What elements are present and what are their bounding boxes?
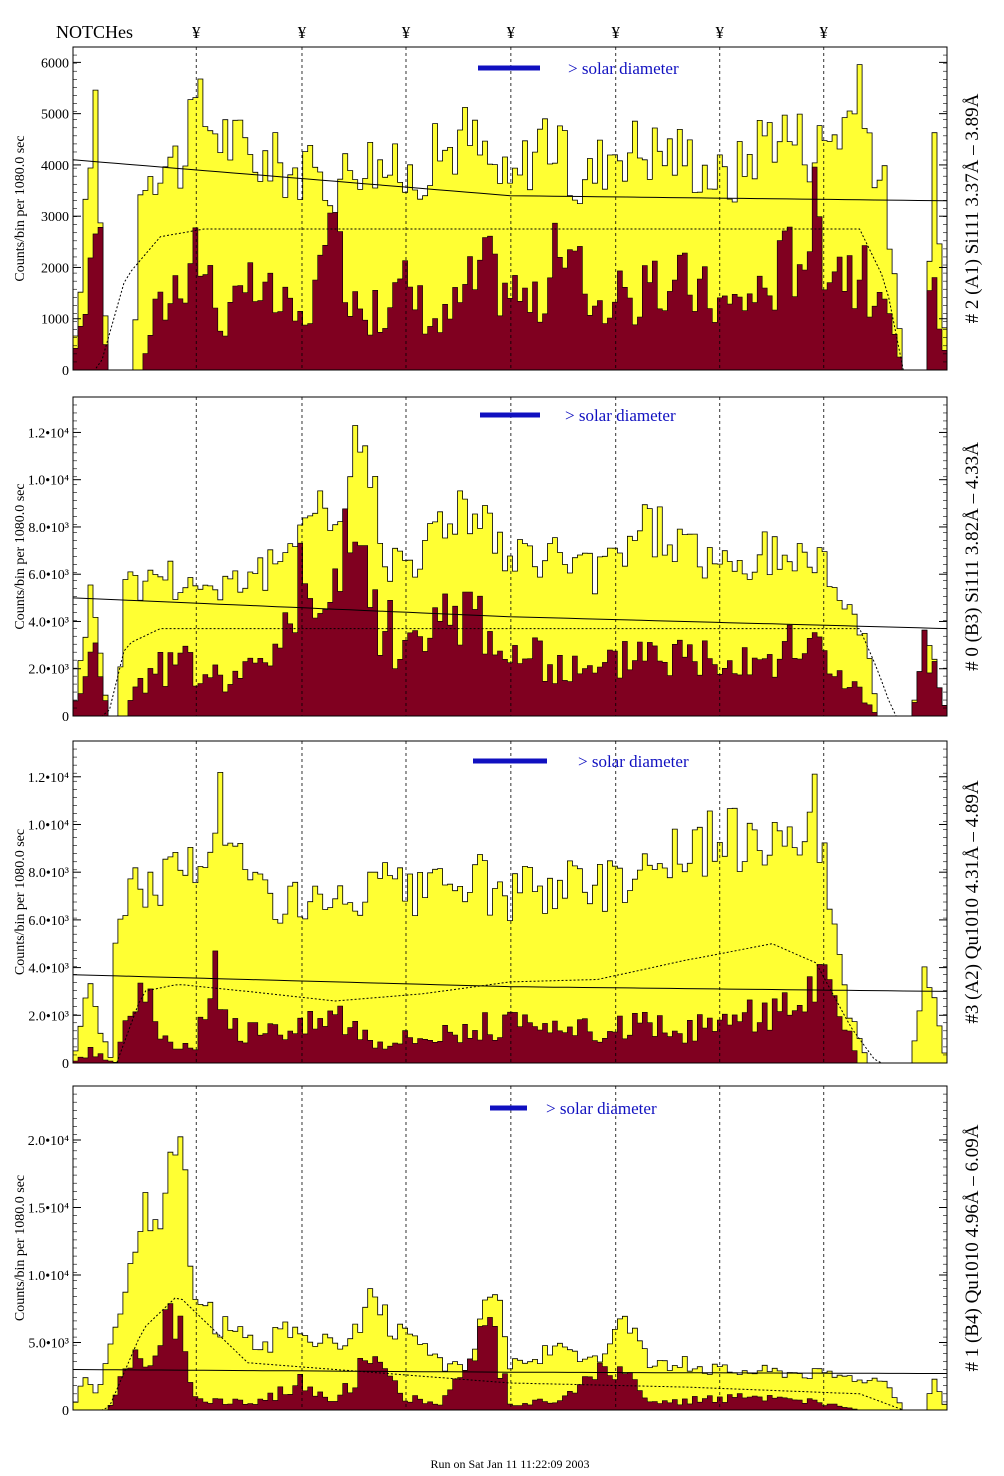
notch-symbol: ¥ bbox=[716, 23, 725, 42]
solid-background-curve bbox=[72, 1369, 947, 1374]
notch-symbol: ¥ bbox=[820, 23, 829, 42]
y-axis-label: Counts/bin per 1080.0 sec bbox=[13, 483, 28, 629]
source-counts-histogram bbox=[72, 166, 948, 371]
chart-panel-4: 0 5.0•10³ 1.0•10⁴ 1.5•10⁴ 2.0•10⁴ Counts/bin … bbox=[13, 1085, 983, 1419]
total-counts-histogram bbox=[72, 772, 948, 1064]
y-tick-label: 2.0•10³ bbox=[28, 663, 69, 678]
y-tick-label: 4.0•10³ bbox=[28, 962, 69, 977]
notch-symbols: ¥ ¥ ¥ ¥ ¥ ¥ ¥ bbox=[192, 23, 829, 42]
y-tick-label: 6000 bbox=[41, 56, 69, 71]
source-counts-histogram bbox=[72, 950, 947, 1064]
run-timestamp: Run on Sat Jan 11 11:22:09 2003 bbox=[430, 1457, 589, 1471]
y-tick-label: 2.0•10³ bbox=[28, 1009, 69, 1024]
y-tick-label: 0 bbox=[62, 710, 69, 725]
notch-symbol: ¥ bbox=[402, 23, 411, 42]
y-tick-label: 1.2•10⁴ bbox=[28, 426, 69, 441]
dotted-model-curve bbox=[73, 628, 947, 717]
chart-panel-3: 0 2.0•10³ 4.0•10³ 6.0•10³ 8.0•10³ 1.0•10⁴ 1.2•… bbox=[13, 740, 983, 1072]
y-tick-label: 6.0•10³ bbox=[28, 568, 69, 583]
dotted-model-curve bbox=[73, 943, 947, 1064]
y-tick-label: 1.5•10⁴ bbox=[28, 1202, 69, 1217]
solid-background-curve bbox=[72, 159, 948, 202]
y-tick-label: 8.0•10³ bbox=[28, 521, 69, 536]
y-tick-label: 0 bbox=[62, 364, 69, 379]
panel-label: #3 (A2) Qu1010 4.31Å – 4.89Å bbox=[962, 780, 983, 1024]
y-tick-label: 1.0•10⁴ bbox=[28, 474, 69, 489]
legend-text: > solar diameter bbox=[578, 752, 689, 771]
dotted-model-curve bbox=[73, 228, 947, 371]
notch-symbol: ¥ bbox=[298, 23, 307, 42]
notch-symbol: ¥ bbox=[612, 23, 621, 42]
notch-symbol: ¥ bbox=[507, 23, 516, 42]
legend-text: > solar diameter bbox=[546, 1099, 657, 1118]
y-tick-label: 1.0•10⁴ bbox=[28, 1269, 69, 1284]
y-tick-label: 1000 bbox=[41, 313, 69, 328]
y-tick-label: 8.0•10³ bbox=[28, 866, 69, 881]
legend-text: > solar diameter bbox=[568, 59, 679, 78]
y-tick-label: 0 bbox=[62, 1057, 69, 1072]
y-axis-label: Counts/bin per 1080.0 sec bbox=[13, 135, 28, 281]
panel-label: # 1 (B4) Qu1010 4.96Å – 6.09Å bbox=[962, 1124, 983, 1371]
solid-background-curve bbox=[72, 597, 948, 630]
y-tick-label: 5.0•10³ bbox=[28, 1337, 69, 1352]
chart-panel-2: 0 2.0•10³ 4.0•10³ 6.0•10³ 8.0•10³ 1.0•10⁴ 1.2•… bbox=[13, 396, 983, 725]
y-tick-label: 1.0•10⁴ bbox=[28, 818, 69, 833]
notches-label: NOTCHes bbox=[56, 22, 133, 42]
y-axis-label: Counts/bin per 1080.0 sec bbox=[13, 829, 28, 975]
y-tick-label: 3000 bbox=[41, 210, 69, 225]
y-tick-label: 5000 bbox=[41, 108, 69, 123]
solid-background-curve bbox=[72, 974, 948, 992]
y-tick-label: 4.0•10³ bbox=[28, 615, 69, 630]
legend-text: > solar diameter bbox=[565, 406, 676, 425]
notch-symbol: ¥ bbox=[192, 23, 201, 42]
y-tick-label: 0 bbox=[62, 1404, 69, 1419]
y-tick-label: 1.2•10⁴ bbox=[28, 771, 69, 786]
panel-label: # 2 (A1) Si111 3.37Å – 3.89Å bbox=[962, 93, 983, 323]
y-tick-label: 4000 bbox=[41, 159, 69, 174]
chart-panel-1: 0 1000 2000 3000 4000 5000 6000 Counts/bin per … bbox=[13, 46, 983, 379]
source-counts-histogram bbox=[73, 1303, 947, 1411]
total-counts-histogram bbox=[72, 64, 948, 371]
y-tick-label: 6.0•10³ bbox=[28, 914, 69, 929]
panel-label: # 0 (B3) Si111 3.82Å – 4.33Å bbox=[962, 442, 983, 671]
source-counts-histogram bbox=[72, 508, 948, 717]
y-axis-label: Counts/bin per 1080.0 sec bbox=[13, 1175, 28, 1321]
y-tick-label: 2000 bbox=[41, 261, 69, 276]
y-tick-label: 2.0•10⁴ bbox=[28, 1134, 69, 1149]
